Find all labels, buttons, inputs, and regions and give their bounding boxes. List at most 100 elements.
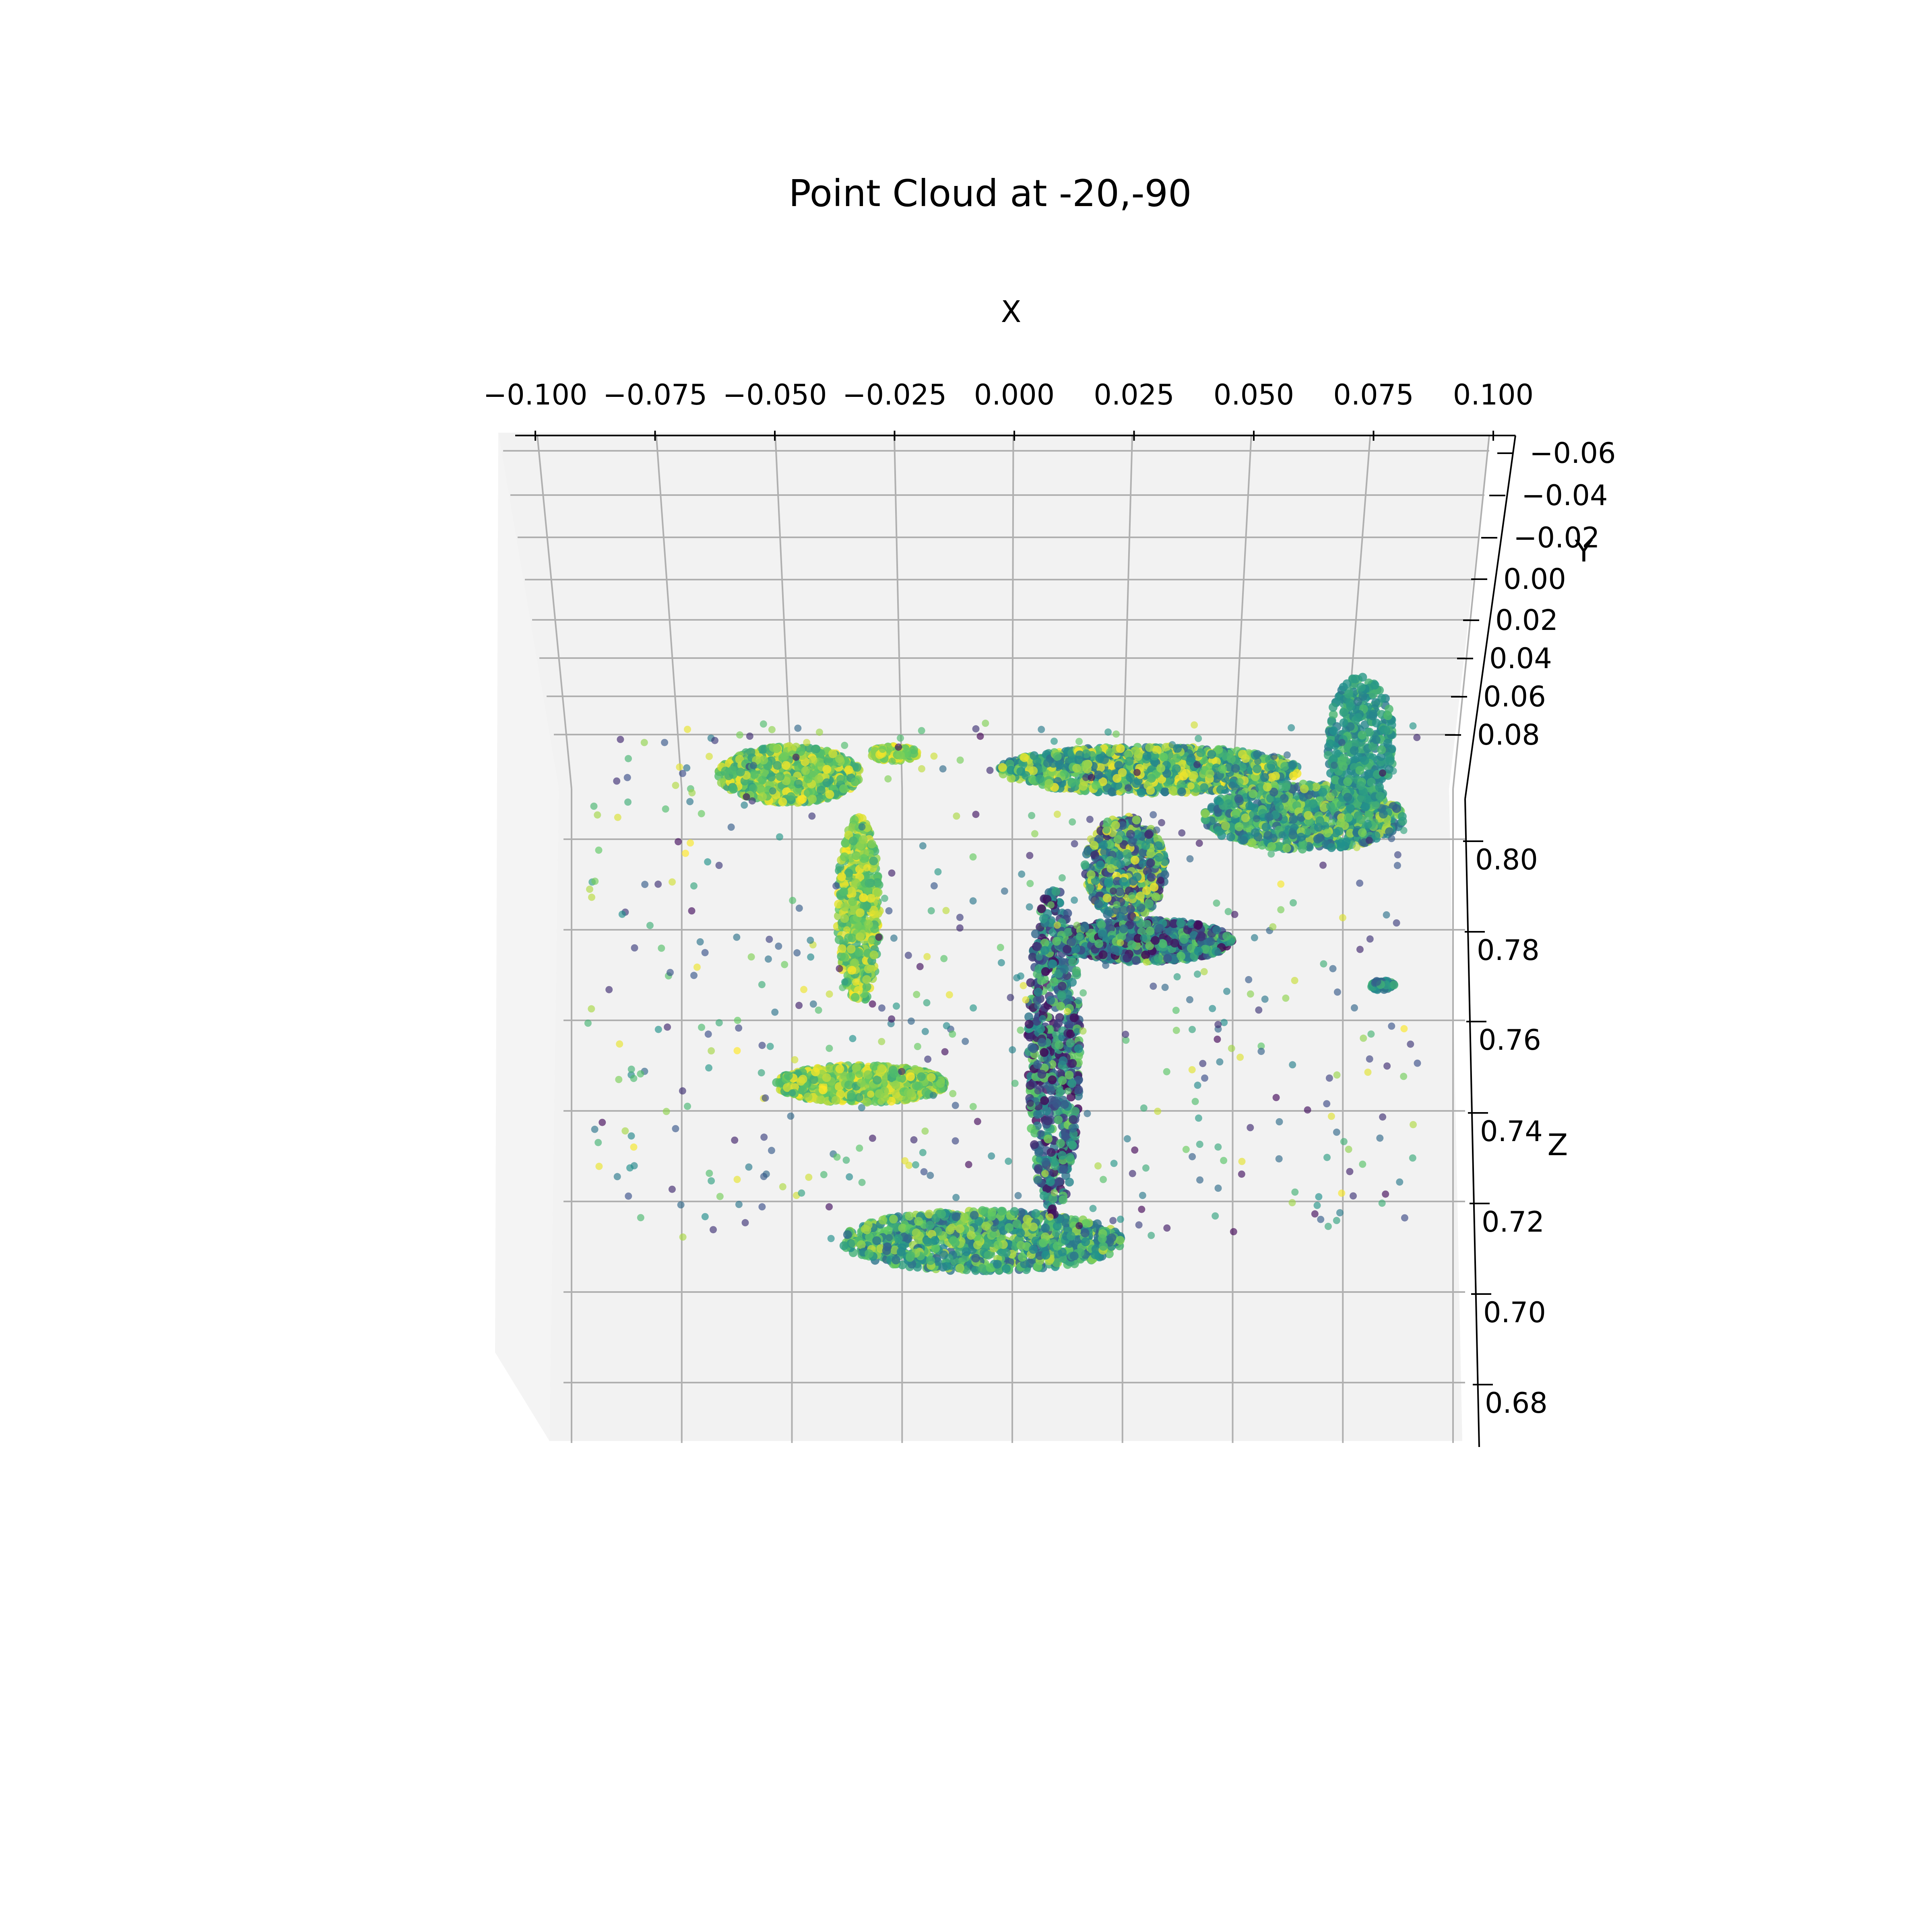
point: [962, 1247, 971, 1256]
point: [1033, 1176, 1042, 1185]
point: [822, 1073, 831, 1082]
point: [873, 888, 883, 897]
point: [834, 935, 844, 944]
point: [869, 857, 878, 865]
point: [840, 914, 849, 923]
point: [1034, 987, 1043, 997]
point: [1037, 976, 1046, 985]
point: [955, 1263, 964, 1273]
point: [909, 749, 918, 758]
point: [814, 774, 824, 784]
point: [865, 879, 874, 888]
point: [978, 1264, 987, 1273]
point: [1054, 1115, 1063, 1125]
point: [798, 795, 807, 804]
point: [867, 839, 876, 848]
point: [1037, 904, 1046, 913]
point: [1068, 1140, 1077, 1150]
point: [1036, 1024, 1045, 1034]
point: [835, 1064, 844, 1073]
point: [758, 776, 767, 784]
point: [837, 872, 846, 881]
point: [850, 815, 859, 825]
point: [759, 755, 768, 765]
point: [875, 1089, 884, 1098]
point: [912, 1081, 921, 1090]
point: [846, 1072, 855, 1081]
point: [1067, 1079, 1077, 1088]
point: [1033, 1110, 1042, 1119]
point: [1099, 1242, 1108, 1251]
point: [794, 779, 803, 788]
point: [772, 744, 781, 753]
point: [1057, 982, 1067, 991]
point: [1060, 964, 1069, 974]
point: [1040, 1048, 1049, 1057]
point: [1051, 887, 1061, 896]
point: [970, 1211, 979, 1220]
point: [878, 1216, 888, 1225]
point: [809, 1075, 818, 1084]
point: [1052, 1099, 1061, 1108]
point: [1016, 1241, 1026, 1250]
point: [1055, 1040, 1064, 1050]
point: [997, 1207, 1006, 1216]
point: [760, 768, 769, 777]
point: [1057, 1151, 1067, 1160]
point: [847, 1090, 856, 1100]
point: [847, 966, 857, 975]
point: [1043, 1117, 1052, 1126]
point: [848, 933, 857, 943]
point: [749, 784, 758, 793]
point: [1010, 1207, 1019, 1216]
point: [757, 785, 766, 795]
point: [863, 1070, 873, 1080]
floor-pane: [549, 789, 1462, 1441]
point: [905, 1212, 914, 1221]
point: [1069, 1251, 1079, 1261]
point: [758, 792, 767, 801]
point: [850, 777, 860, 786]
point: [882, 1246, 891, 1255]
point: [1065, 1177, 1074, 1187]
point: [1068, 958, 1077, 967]
point: [839, 887, 848, 896]
point: [1040, 1096, 1049, 1105]
point: [952, 1212, 961, 1221]
point: [852, 851, 861, 860]
point: [1072, 970, 1081, 979]
point: [1039, 914, 1048, 923]
point-cloud-points: [584, 673, 1421, 1276]
point: [891, 1080, 900, 1090]
point: [772, 1078, 781, 1087]
point: [1058, 1076, 1067, 1085]
point: [1033, 1262, 1042, 1271]
point: [822, 765, 832, 774]
point: [850, 993, 860, 1002]
point: [1016, 1228, 1025, 1238]
point: [1065, 1070, 1074, 1080]
point: [889, 1069, 898, 1078]
point: [1040, 946, 1050, 955]
point: [906, 1072, 915, 1082]
point: [1068, 978, 1077, 987]
point: [1029, 1245, 1038, 1254]
point: [857, 1078, 866, 1088]
point: [993, 1259, 1002, 1269]
point: [1041, 1251, 1051, 1260]
point: [1046, 996, 1055, 1005]
point: [803, 774, 813, 783]
point: [815, 793, 825, 803]
point: [781, 761, 791, 770]
point: [1069, 1115, 1078, 1124]
point: [1048, 959, 1057, 968]
point: [736, 768, 745, 777]
point: [925, 1221, 935, 1230]
point: [1074, 1085, 1083, 1094]
point: [917, 1072, 926, 1082]
point: [883, 1226, 893, 1235]
point: [1080, 1228, 1090, 1238]
point: [784, 1071, 793, 1080]
point: [966, 1231, 976, 1240]
point: [1048, 1075, 1057, 1084]
